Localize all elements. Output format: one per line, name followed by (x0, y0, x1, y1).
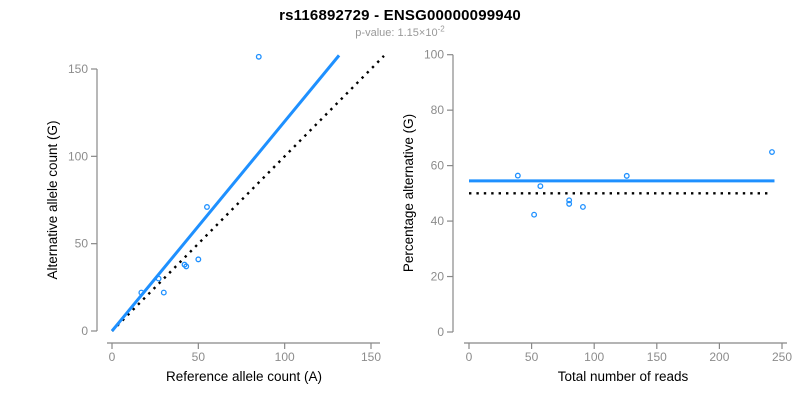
x-tick-label: 50 (525, 350, 539, 364)
x-tick-label: 150 (647, 350, 667, 364)
data-point (160, 289, 167, 296)
plot-panel-left: 0 50 100 150 0 50 100 150 Reference allele count… (45, 53, 385, 384)
data-point (195, 256, 202, 263)
x-tick-label: 150 (361, 350, 381, 364)
y-axis-title: Alternative allele count (G) (45, 120, 60, 279)
x-tick-label: 100 (584, 350, 604, 364)
data-point (183, 263, 190, 270)
y-tick-label: 60 (431, 159, 445, 173)
y-tick-label: 0 (81, 324, 88, 338)
data-point (537, 183, 544, 190)
x-axis-title: Reference allele count (A) (166, 369, 322, 384)
y-tick-label: 100 (68, 149, 88, 163)
identity-line (111, 55, 385, 332)
data-point (138, 289, 145, 296)
y-tick-label: 20 (431, 270, 445, 284)
x-tick-label: 100 (275, 350, 295, 364)
data-point (623, 172, 630, 179)
figure-title: rs116892729 - ENSG00000099940 (279, 7, 521, 24)
x-tick-label: 200 (709, 350, 729, 364)
subtitle-pvalue-exponent: -2 (437, 24, 445, 34)
figure-header: rs116892729 - ENSG00000099940 p-value: 1… (0, 0, 800, 39)
x-tick-label: 0 (466, 350, 473, 364)
data-point (566, 200, 573, 207)
x-tick-label: 250 (772, 350, 792, 364)
subtitle-pvalue-text: p-value: 1.15×10 (355, 27, 438, 39)
data-point (769, 149, 775, 155)
y-axis-title: Percentage alternative (G) (401, 114, 416, 272)
y-tick-label: 50 (75, 237, 89, 251)
figure-subtitle: p-value: 1.15×10-2 (0, 24, 800, 39)
y-tick-label: 80 (431, 103, 445, 117)
x-axis-title: Total number of reads (558, 369, 689, 384)
data-point (255, 53, 262, 60)
x-tick-label: 50 (192, 350, 206, 364)
data-point (514, 172, 521, 179)
data-point (204, 204, 210, 210)
plot-panel-right: 0 20 40 60 80 100 0 50 100 150 200 250 Total number … (401, 48, 792, 384)
x-tick-label: 0 (109, 350, 116, 364)
data-point (531, 211, 538, 218)
y-tick-label: 0 (437, 325, 444, 339)
data-point (566, 197, 573, 204)
data-point (155, 275, 162, 282)
y-tick-label: 150 (68, 62, 88, 76)
fit-line (110, 54, 341, 332)
data-point (579, 203, 586, 210)
y-tick-label: 40 (431, 214, 445, 228)
y-tick-label: 100 (424, 48, 444, 62)
